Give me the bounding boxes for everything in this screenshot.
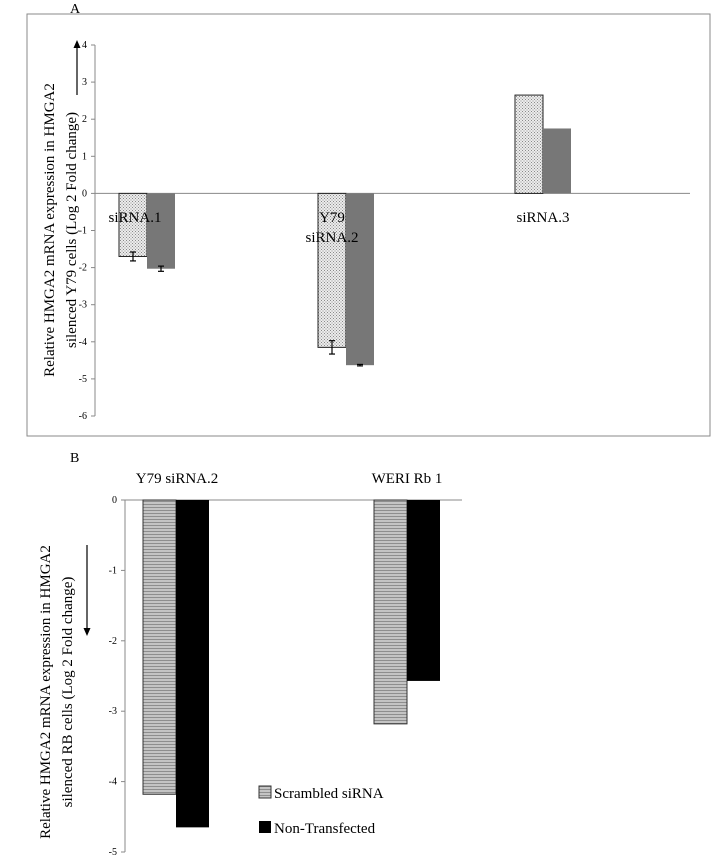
panel-b-legend: Scrambled siRNA Non-Transfected <box>258 785 384 837</box>
panel-b-bar <box>142 499 177 795</box>
panel-b-legend-swatch <box>258 785 272 799</box>
panel-a-y-tick-label: -2 <box>79 263 87 274</box>
panel-b-ylabel-line-1: Relative HMGA2 mRNA expression in HMGA2 <box>38 545 54 839</box>
panel-a-y-tick-label: -4 <box>79 337 87 348</box>
panel-b-arrow-head <box>83 628 91 636</box>
panel-a-y-tick-label: -3 <box>79 300 87 311</box>
panel-a-y-tick-label: 0 <box>82 188 87 199</box>
panel-a-yaxis-title: Relative HMGA2 mRNA expression in HMGA2 … <box>42 83 80 377</box>
panel-a-y-tick-label: -6 <box>79 411 87 422</box>
panel-a-arrow-head <box>73 40 81 48</box>
panel-a-y-tick-label: -5 <box>79 374 87 385</box>
panel-b-label: B <box>70 451 79 466</box>
panel-a-category-label: siRNA.1 <box>109 210 162 226</box>
panel-b-category-label: Y79 siRNA.2 <box>136 471 219 487</box>
panel-a-y-tick-label: 4 <box>82 40 87 51</box>
panel-a-bar <box>543 128 571 194</box>
panel-a-frame <box>26 13 711 437</box>
panel-a-axis: -6 -5 -4 -3 -2 -1 0 1 2 3 4 <box>79 40 690 422</box>
panel-b-ylabel-line-2: silenced RB cells (Log 2 Fold change) <box>60 577 76 808</box>
panel-a-ylabel-line-1: Relative HMGA2 mRNA expression in HMGA2 <box>42 83 58 377</box>
panel-b-yaxis-title: Relative HMGA2 mRNA expression in HMGA2 … <box>38 545 76 839</box>
panel-a-y-tick-label: 2 <box>82 114 87 125</box>
panel-b-y-tick-label: -1 <box>109 565 117 576</box>
panel-b-category-labels: Y79 siRNA.2 WERI Rb 1 <box>136 471 443 487</box>
panel-b-y-tick-label: -4 <box>109 777 117 788</box>
panel-a-label: A <box>70 2 81 17</box>
panel-b-y-tick-label: -5 <box>109 847 117 858</box>
panel-a-category-label: siRNA.3 <box>517 210 570 226</box>
panel-a-y-tick-label: 3 <box>82 77 87 88</box>
panel-a: A Relative HMGA2 mRNA expression in HMGA… <box>26 2 711 437</box>
panel-a-category-label: siRNA.2 <box>306 230 359 246</box>
panel-a-ylabel-line-2: silenced Y79 cells (Log 2 Fold change) <box>64 112 80 348</box>
panel-b: B Relative HMGA2 mRNA expression in HMGA… <box>38 451 462 858</box>
panel-b-bar <box>373 499 408 725</box>
panel-b-y-tick-label: 0 <box>112 495 117 506</box>
panel-a-category-labels: siRNA.1 Y79 siRNA.2 siRNA.3 <box>109 210 570 246</box>
panel-b-legend-label: Scrambled siRNA <box>274 786 384 802</box>
panel-a-bar <box>346 193 374 366</box>
panel-a-bar <box>514 94 544 194</box>
panel-b-category-label: WERI Rb 1 <box>372 471 443 487</box>
panel-b-legend-label: Non-Transfected <box>274 821 376 837</box>
panel-a-bars <box>118 94 571 367</box>
panel-b-legend-swatch <box>259 821 271 833</box>
panel-a-y-tick-label: 1 <box>82 151 87 162</box>
panel-b-y-tick-label: -2 <box>109 636 117 647</box>
panel-b-bar <box>407 500 440 681</box>
panel-a-category-label: Y79 <box>319 210 345 226</box>
panel-a-bar <box>147 193 175 269</box>
panel-a-y-tick-label: -1 <box>79 226 87 237</box>
panel-b-y-tick-label: -3 <box>109 706 117 717</box>
panel-b-bar <box>176 500 209 828</box>
panel-b-bars <box>142 499 440 828</box>
